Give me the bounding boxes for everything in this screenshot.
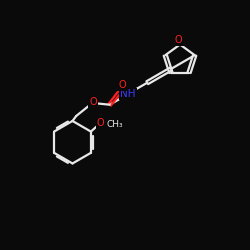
Text: O: O: [175, 35, 182, 45]
Text: NH: NH: [120, 89, 136, 99]
Text: O: O: [90, 97, 97, 107]
Text: O: O: [96, 118, 104, 128]
Text: CH₃: CH₃: [106, 120, 123, 128]
Text: O: O: [118, 80, 126, 90]
